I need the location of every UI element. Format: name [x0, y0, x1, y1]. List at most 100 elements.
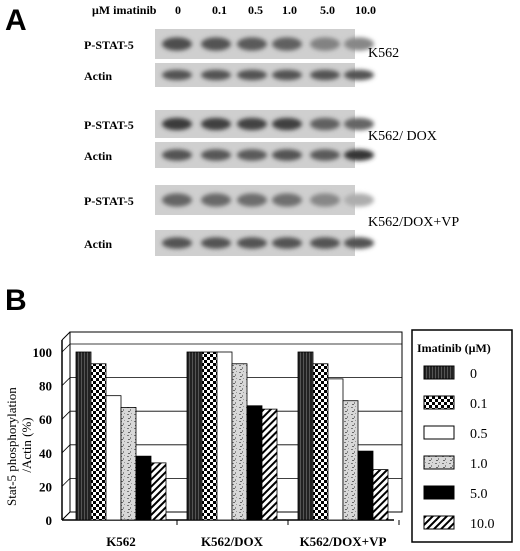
blot-band — [310, 193, 340, 207]
blot-band — [201, 69, 231, 81]
bar — [120, 407, 137, 521]
blot-band — [344, 149, 374, 161]
legend-swatch — [423, 455, 455, 470]
y-axis-label-line2: /Actin (%) — [19, 417, 34, 472]
bar — [231, 363, 248, 521]
blot-band — [272, 117, 302, 131]
blot-band — [162, 149, 192, 161]
blot-band — [162, 237, 192, 249]
blot-band — [272, 37, 302, 51]
category-label: K562 — [106, 534, 136, 549]
bar — [312, 363, 329, 521]
blot-band — [201, 149, 231, 161]
blot-row-label-4: P-STAT-5 — [84, 194, 134, 208]
blot-band — [162, 37, 192, 51]
concentration-label-2: 0.5 — [248, 3, 263, 17]
blot-band — [310, 237, 340, 249]
blot-band — [237, 237, 267, 249]
grid-line-corner — [61, 377, 71, 386]
legend-label: 0.1 — [470, 397, 488, 412]
bar — [327, 378, 344, 521]
cell-line-label-k562: K562 — [368, 46, 399, 61]
blot-band — [201, 117, 231, 131]
bar — [90, 363, 107, 521]
bar — [216, 351, 233, 521]
bar-chart: Stat-5 phosphorylation /Actin (%) 0 20 40 6… — [4, 331, 403, 549]
legend-items: 0 0.1 0.5 1.0 5.0 10.0 — [423, 365, 495, 532]
grid-line-corner — [61, 444, 71, 454]
legend-swatch — [423, 515, 455, 530]
legend-title: Imatinib (μM) — [417, 341, 491, 355]
blot-row-label-3: Actin — [84, 149, 112, 163]
blot-band — [272, 193, 302, 207]
blot-row-label-2: P-STAT-5 — [84, 118, 134, 132]
panel-letter-a: A — [5, 4, 27, 37]
legend-label: 1.0 — [470, 457, 488, 472]
blot-band — [162, 117, 192, 131]
chart-plot: 0 20 40 60 80 100 K562 K562/DOX K562/DOX+VP — [33, 331, 403, 549]
grid-line-corner — [61, 478, 71, 487]
bar — [150, 462, 167, 521]
y-tick-label: 20 — [39, 479, 52, 494]
blot-band — [344, 69, 374, 81]
blot-band — [344, 237, 374, 249]
bar — [261, 408, 278, 521]
blot-rows: P-STAT-5 Actin P-STAT-5 Actin P-STAT-5 Actin — [84, 29, 374, 256]
legend-label: 5.0 — [470, 487, 488, 502]
blot-band — [344, 37, 374, 51]
blot-band — [310, 69, 340, 81]
bar — [357, 450, 374, 521]
blot-band — [237, 117, 267, 131]
y-tick-label: 80 — [39, 379, 52, 394]
cell-line-label-k562-dox-vp: K562/DOX+VP — [368, 215, 459, 230]
legend-swatch — [423, 365, 455, 380]
concentration-labels: 0 0.1 0.5 1.0 5.0 10.0 — [175, 3, 376, 17]
western-blot-panel: μM imatinib 0 0.1 0.5 1.0 5.0 10.0 P-STAT-5 Ac… — [84, 3, 459, 256]
legend-swatch — [423, 425, 455, 440]
plot-top-edge — [61, 331, 71, 341]
bar — [75, 351, 92, 521]
blot-band — [201, 193, 231, 207]
grid-line-corner — [61, 343, 71, 353]
concentration-label-4: 5.0 — [320, 3, 335, 17]
legend-label: 0 — [470, 367, 477, 382]
y-axis-label-line1: Stat-5 phosphorylation — [4, 387, 19, 506]
blot-band — [162, 69, 192, 81]
bar — [342, 400, 359, 521]
concentration-label-1: 0.1 — [212, 3, 227, 17]
blot-band — [201, 237, 231, 249]
category-label: K562/DOX+VP — [300, 534, 387, 549]
concentration-label-3: 1.0 — [282, 3, 297, 17]
legend-label: 10.0 — [470, 517, 495, 532]
blot-band — [237, 69, 267, 81]
blot-band — [310, 117, 340, 131]
legend-label: 0.5 — [470, 427, 488, 442]
blot-band — [310, 149, 340, 161]
blot-row-label-0: P-STAT-5 — [84, 38, 134, 52]
concentration-header: μM imatinib — [92, 3, 157, 17]
blot-band — [201, 37, 231, 51]
legend-swatch — [423, 395, 455, 410]
blot-band — [310, 37, 340, 51]
bar — [186, 351, 203, 521]
concentration-label-5: 10.0 — [355, 3, 376, 17]
y-tick-label: 0 — [46, 513, 53, 528]
blot-band — [272, 149, 302, 161]
bar — [105, 395, 122, 521]
y-tick-label: 100 — [33, 345, 53, 360]
grid-line-corner — [61, 511, 71, 521]
legend: Imatinib (μM) 0 0.1 0.5 1.0 5.0 10.0 — [411, 329, 513, 543]
bar — [297, 351, 314, 521]
blot-band — [237, 193, 267, 207]
bar — [201, 351, 218, 521]
blot-band — [272, 69, 302, 81]
grid-line-corner — [61, 410, 71, 420]
blot-band — [237, 149, 267, 161]
bar — [372, 469, 389, 521]
y-tick-label: 40 — [39, 446, 52, 461]
blot-band — [344, 117, 374, 131]
y-axis-label: Stat-5 phosphorylation /Actin (%) — [4, 384, 34, 506]
blot-band — [344, 193, 374, 207]
blot-row-label-5: Actin — [84, 237, 112, 251]
